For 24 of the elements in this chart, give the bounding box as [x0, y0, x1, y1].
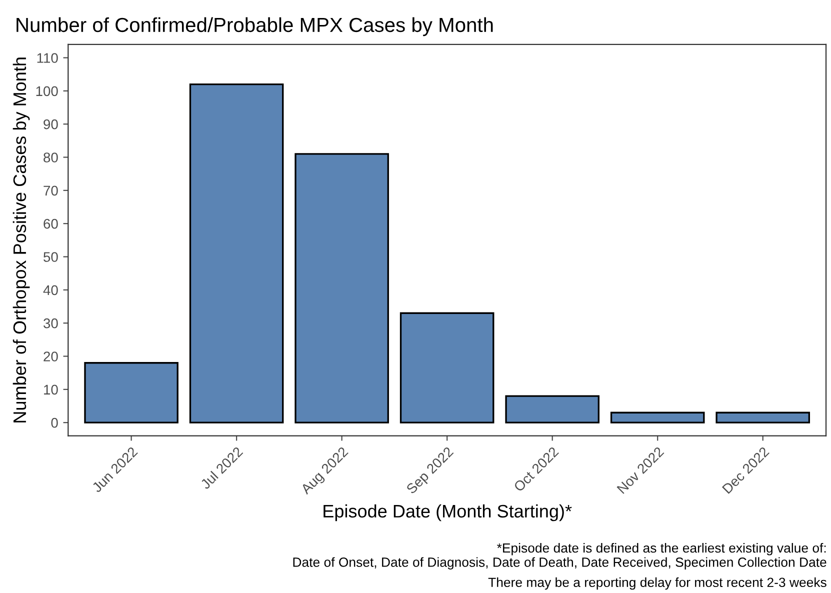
bar	[84, 362, 178, 424]
y-tick-label: 110	[37, 53, 58, 63]
y-tick-label: 50	[44, 252, 58, 262]
bar	[189, 83, 284, 424]
y-tick-label: 90	[44, 119, 58, 130]
y-tick-label: 30	[44, 318, 58, 328]
bar	[716, 412, 810, 424]
bar	[294, 153, 389, 424]
y-axis-title: Number of Orthopox Positive Cases by Month	[12, 58, 30, 422]
y-tick-label: 100	[36, 86, 58, 96]
chart-title: Number of Confirmed/Probable MPX Cases by Month	[16, 17, 493, 36]
y-tick-label: 80	[44, 152, 58, 162]
y-tick-label: 10	[44, 384, 58, 395]
y-tick-label: 0	[51, 418, 58, 428]
text: *Episode date is defined as the earliest existing value of: Date of Onset, Date of Diagnosis, Date of Death, Date Received, Specimen Collection Date	[293, 542, 826, 570]
x-axis-title: Episode Date (Month Starting)*	[324, 504, 572, 522]
y-tick-label: 60	[44, 218, 58, 229]
bar	[505, 395, 600, 424]
bar	[400, 312, 494, 424]
text: There may be a reporting delay for most recent 2-3 weeks	[488, 577, 826, 590]
bar	[610, 412, 705, 424]
y-tick-label: 20	[44, 352, 58, 362]
y-tick-label: 70	[44, 186, 58, 196]
y-tick-label: 40	[43, 285, 58, 296]
